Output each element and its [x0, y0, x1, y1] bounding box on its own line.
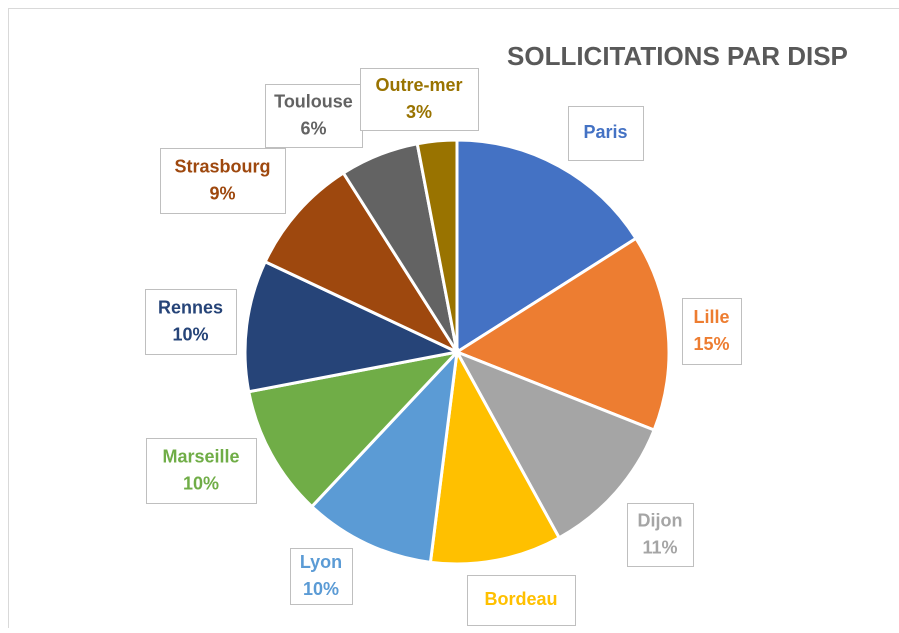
category-label: Toulouse [274, 91, 353, 111]
category-label: Dijon [638, 510, 683, 530]
category-label: Rennes [158, 297, 223, 317]
chart-title: SOLLICITATIONS PAR DISP [507, 41, 848, 71]
value-label: 10% [172, 324, 208, 344]
value-label: 3% [406, 102, 432, 122]
value-label: 9% [209, 183, 235, 203]
category-label: Strasbourg [174, 156, 270, 176]
category-label: Outre-mer [375, 75, 462, 95]
category-label: Marseille [162, 446, 239, 466]
category-label: Lille [693, 307, 729, 327]
value-label: 11% [642, 537, 677, 557]
value-label: 15% [693, 334, 729, 354]
category-label: Bordeau [484, 589, 557, 609]
value-label: 6% [300, 118, 326, 138]
value-label: 10% [303, 579, 339, 599]
category-label: Lyon [300, 552, 342, 572]
category-label: Paris [583, 122, 627, 142]
value-label: 10% [183, 473, 219, 493]
